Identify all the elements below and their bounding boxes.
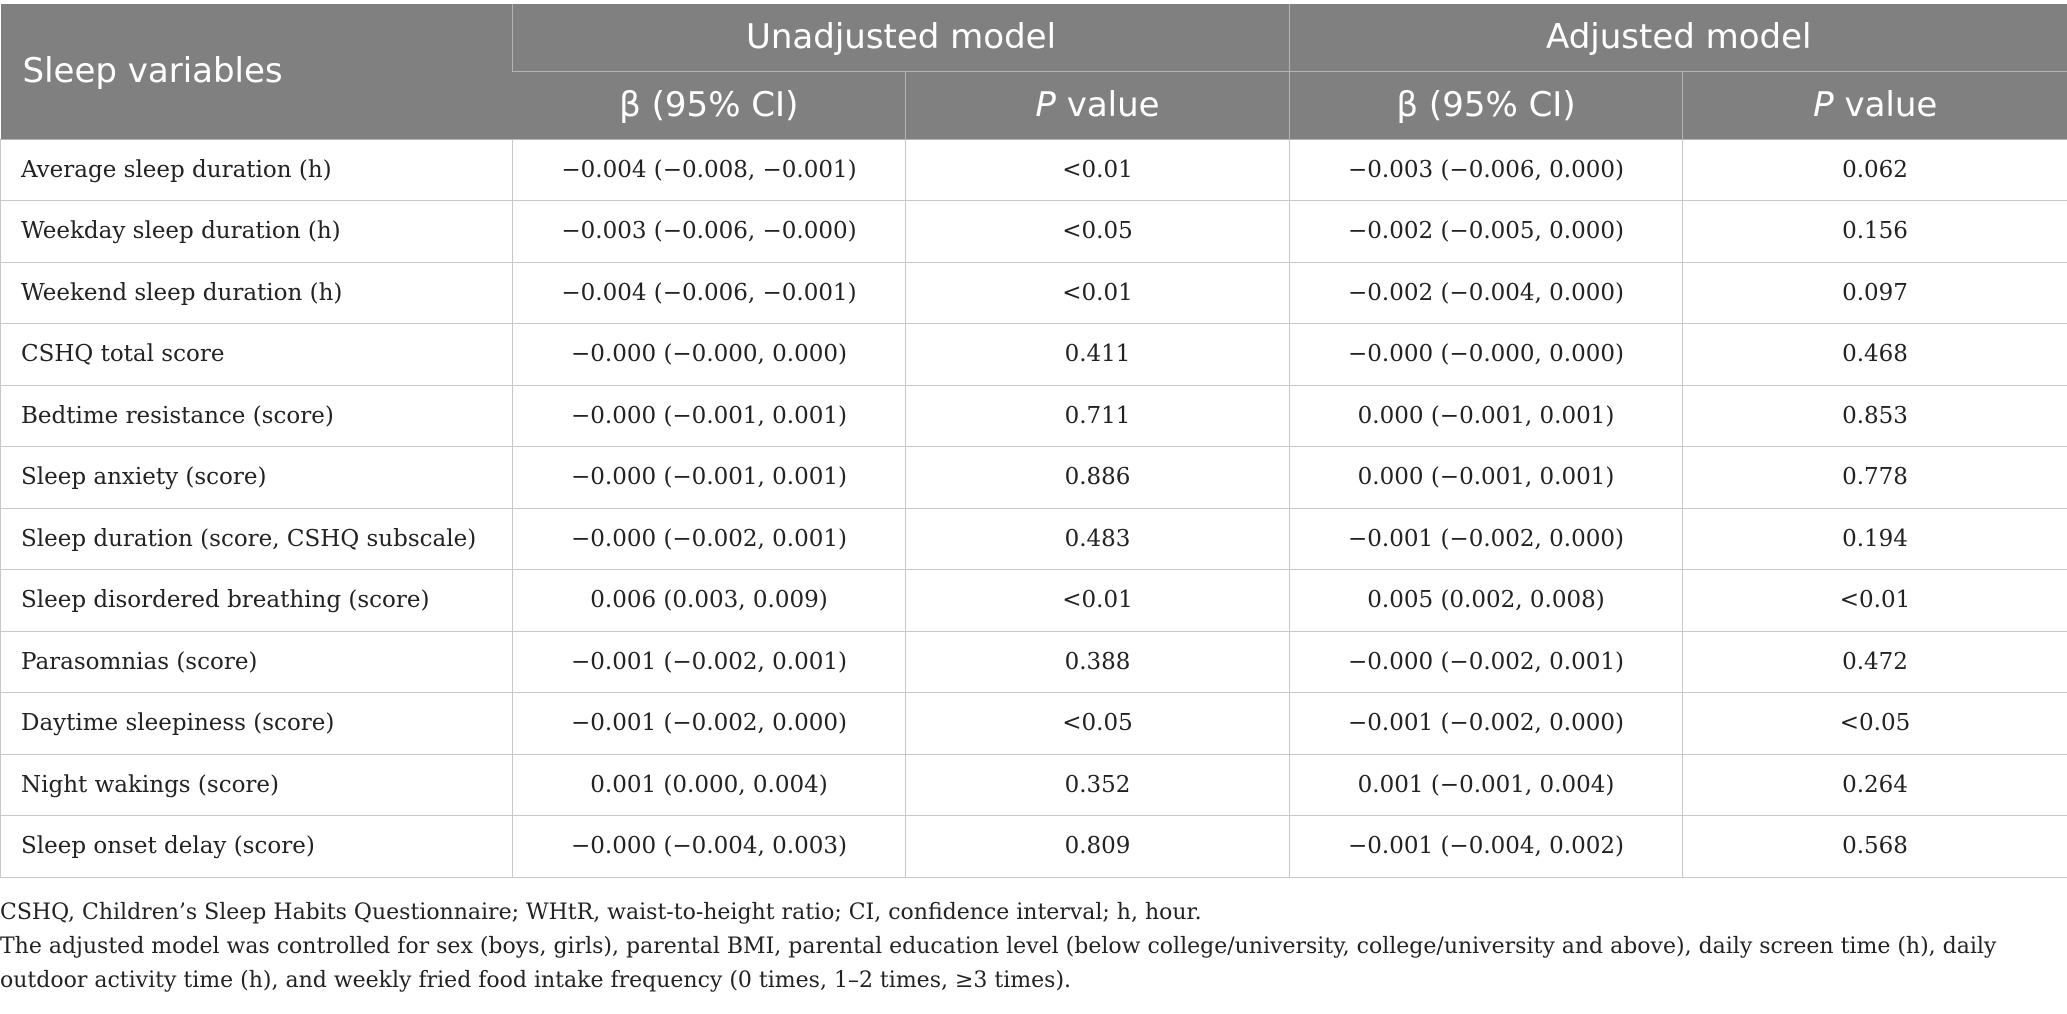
cell-adjusted-beta: 0.005 (0.002, 0.008) <box>1289 569 1683 632</box>
cell-unadjusted-beta: −0.000 (−0.004, 0.003) <box>512 815 906 878</box>
cell-adjusted-beta: 0.000 (−0.001, 0.001) <box>1289 385 1683 447</box>
table-row: Sleep onset delay (score) −0.000 (−0.004… <box>0 815 2067 878</box>
cell-unadjusted-p: 0.388 <box>904 631 1290 693</box>
header-unadjusted-p-value: P value <box>904 71 1290 140</box>
header-adjusted-beta: β (95% CI) <box>1289 71 1683 140</box>
cell-unadjusted-beta: −0.000 (−0.002, 0.001) <box>512 508 906 570</box>
header-adjusted-p-value: P value <box>1682 71 2067 140</box>
cell-adjusted-beta: −0.001 (−0.002, 0.000) <box>1289 692 1683 755</box>
cell-variable: Sleep duration (score, CSHQ subscale) <box>0 508 513 570</box>
cell-adjusted-p: 0.853 <box>1682 385 2067 447</box>
cell-adjusted-beta: −0.001 (−0.002, 0.000) <box>1289 508 1683 570</box>
header-row-subcolumns: β (95% CI) P value β (95% CI) P value <box>1 71 2067 140</box>
cell-variable: Sleep onset delay (score) <box>0 815 513 878</box>
p-italic-label: P <box>1035 85 1056 125</box>
header-unadjusted-model: Unadjusted model <box>511 4 1290 72</box>
table-row: Parasomnias (score) −0.001 (−0.002, 0.00… <box>0 631 2067 693</box>
cell-unadjusted-beta: −0.001 (−0.002, 0.000) <box>512 692 906 755</box>
cell-adjusted-p: 0.097 <box>1682 262 2067 324</box>
table-row: Bedtime resistance (score) −0.000 (−0.00… <box>0 385 2067 447</box>
cell-variable: Sleep disordered breathing (score) <box>0 569 513 632</box>
cell-unadjusted-p: <0.05 <box>904 200 1290 263</box>
table-row: CSHQ total score −0.000 (−0.000, 0.000) … <box>0 323 2067 386</box>
header-sleep-variables: Sleep variables <box>0 4 513 140</box>
cell-unadjusted-beta: −0.004 (−0.006, −0.001) <box>512 262 906 324</box>
cell-adjusted-beta: 0.000 (−0.001, 0.001) <box>1289 446 1683 509</box>
cell-unadjusted-p: <0.01 <box>904 569 1290 632</box>
cell-adjusted-p: 0.156 <box>1682 200 2067 263</box>
cell-unadjusted-p: <0.01 <box>904 139 1290 201</box>
cell-adjusted-p: 0.472 <box>1682 631 2067 693</box>
cell-variable: Weekday sleep duration (h) <box>0 200 513 263</box>
cell-unadjusted-beta: −0.000 (−0.001, 0.001) <box>512 446 906 509</box>
cell-adjusted-beta: −0.002 (−0.004, 0.000) <box>1289 262 1683 324</box>
p-value-label: value <box>1055 85 1160 125</box>
header-row-groups: Sleep variables Unadjusted model Adjuste… <box>0 4 2067 140</box>
cell-unadjusted-p: <0.01 <box>904 262 1290 324</box>
cell-unadjusted-p: 0.352 <box>904 754 1290 816</box>
cell-variable: Daytime sleepiness (score) <box>0 692 513 755</box>
table-header: Sleep variables Unadjusted model Adjuste… <box>0 4 2067 140</box>
cell-unadjusted-beta: 0.006 (0.003, 0.009) <box>512 569 906 632</box>
cell-adjusted-beta: −0.000 (−0.000, 0.000) <box>1289 323 1683 386</box>
cell-unadjusted-p: 0.483 <box>904 508 1290 570</box>
cell-adjusted-beta: −0.000 (−0.002, 0.001) <box>1289 631 1683 693</box>
cell-unadjusted-beta: −0.004 (−0.008, −0.001) <box>512 139 906 201</box>
cell-adjusted-p: 0.062 <box>1682 139 2067 201</box>
cell-adjusted-p: 0.468 <box>1682 323 2067 386</box>
cell-variable: Sleep anxiety (score) <box>0 446 513 509</box>
cell-adjusted-p: <0.05 <box>1682 692 2067 755</box>
table-body: Average sleep duration (h) −0.004 (−0.00… <box>0 139 2067 878</box>
cell-adjusted-p: 0.264 <box>1682 754 2067 816</box>
results-table: Sleep variables Unadjusted model Adjuste… <box>0 4 2067 878</box>
header-unadjusted-beta: β (95% CI) <box>512 71 906 140</box>
table-footnotes: CSHQ, Children’s Sleep Habits Questionna… <box>0 896 2040 998</box>
footnote-adjustment: The adjusted model was controlled for se… <box>0 934 1997 993</box>
cell-variable: Night wakings (score) <box>0 754 513 816</box>
cell-unadjusted-beta: −0.000 (−0.001, 0.001) <box>512 385 906 447</box>
cell-unadjusted-beta: −0.001 (−0.002, 0.001) <box>512 631 906 693</box>
table-row: Sleep anxiety (score) −0.000 (−0.001, 0.… <box>0 446 2067 509</box>
cell-unadjusted-beta: −0.000 (−0.000, 0.000) <box>512 323 906 386</box>
table-row: Weekday sleep duration (h) −0.003 (−0.00… <box>0 200 2067 263</box>
cell-adjusted-p: 0.194 <box>1682 508 2067 570</box>
cell-unadjusted-p: 0.411 <box>904 323 1290 386</box>
cell-unadjusted-beta: 0.001 (0.000, 0.004) <box>512 754 906 816</box>
header-adjusted-model: Adjusted model <box>1289 4 2067 72</box>
cell-adjusted-beta: −0.002 (−0.005, 0.000) <box>1289 200 1683 263</box>
cell-adjusted-beta: −0.001 (−0.004, 0.002) <box>1289 815 1683 878</box>
cell-variable: Average sleep duration (h) <box>0 139 513 201</box>
cell-unadjusted-p: 0.809 <box>904 815 1290 878</box>
cell-unadjusted-p: 0.886 <box>904 446 1290 509</box>
cell-variable: Parasomnias (score) <box>0 631 513 693</box>
cell-variable: Weekend sleep duration (h) <box>0 262 513 324</box>
cell-adjusted-p: 0.568 <box>1682 815 2067 878</box>
table-row: Night wakings (score) 0.001 (0.000, 0.00… <box>0 754 2067 816</box>
cell-variable: Bedtime resistance (score) <box>0 385 513 447</box>
p-italic-label: P <box>1813 85 1834 125</box>
cell-variable: CSHQ total score <box>0 323 513 386</box>
table-row: Weekend sleep duration (h) −0.004 (−0.00… <box>0 262 2067 324</box>
table-row: Sleep disordered breathing (score) 0.006… <box>0 569 2067 632</box>
footnote-abbreviations: CSHQ, Children’s Sleep Habits Questionna… <box>0 900 1202 925</box>
table-row: Average sleep duration (h) −0.004 (−0.00… <box>0 139 2067 201</box>
table-row: Daytime sleepiness (score) −0.001 (−0.00… <box>0 692 2067 755</box>
cell-unadjusted-beta: −0.003 (−0.006, −0.000) <box>512 200 906 263</box>
cell-unadjusted-p: <0.05 <box>904 692 1290 755</box>
cell-unadjusted-p: 0.711 <box>904 385 1290 447</box>
cell-adjusted-beta: −0.003 (−0.006, 0.000) <box>1289 139 1683 201</box>
cell-adjusted-p: <0.01 <box>1682 569 2067 632</box>
cell-adjusted-beta: 0.001 (−0.001, 0.004) <box>1289 754 1683 816</box>
cell-adjusted-p: 0.778 <box>1682 446 2067 509</box>
table-row: Sleep duration (score, CSHQ subscale) −0… <box>0 508 2067 570</box>
p-value-label: value <box>1833 85 1938 125</box>
